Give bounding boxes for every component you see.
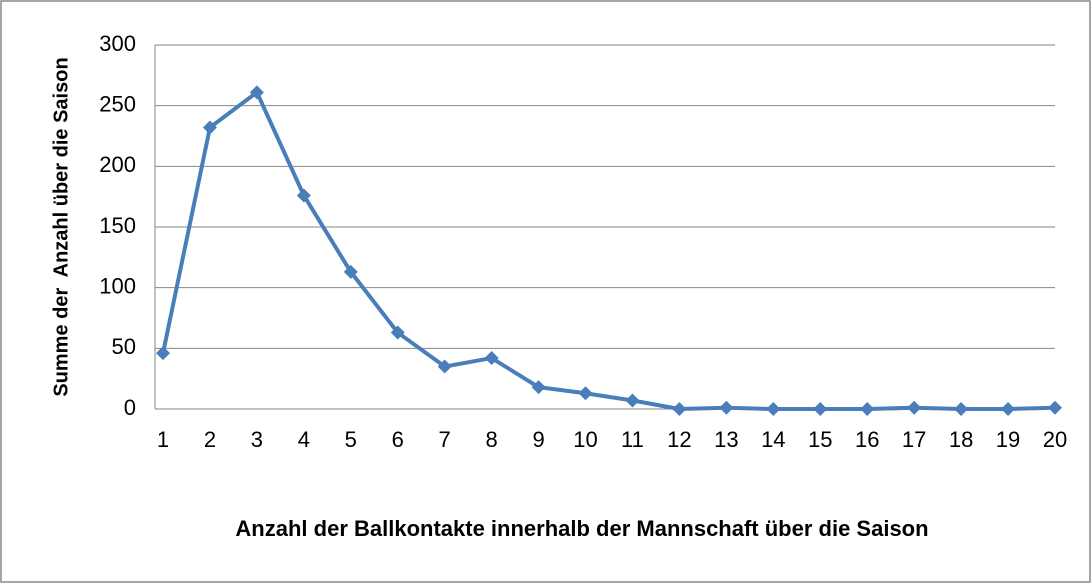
marker xyxy=(484,351,499,366)
marker xyxy=(578,386,593,401)
x-tick-label: 1 xyxy=(157,427,169,452)
marker xyxy=(672,402,687,416)
x-tick-label: 18 xyxy=(949,427,973,452)
y-tick-label: 100 xyxy=(99,273,136,298)
x-tick-label: 17 xyxy=(902,427,926,452)
marker xyxy=(1001,402,1016,416)
marker xyxy=(531,380,546,395)
x-tick-label: 8 xyxy=(486,427,498,452)
marker xyxy=(296,188,311,203)
x-tick-label: 4 xyxy=(298,427,310,452)
y-tick-label: 200 xyxy=(99,152,136,177)
x-tick-label: 16 xyxy=(855,427,879,452)
marker xyxy=(437,359,452,374)
x-tick-label: 5 xyxy=(345,427,357,452)
x-tick-label: 2 xyxy=(204,427,216,452)
marker xyxy=(156,346,170,361)
x-tick-label: 13 xyxy=(714,427,738,452)
marker xyxy=(390,325,405,340)
x-tick-label: 14 xyxy=(761,427,785,452)
x-tick-label: 9 xyxy=(532,427,544,452)
marker xyxy=(954,402,969,416)
x-tick-label: 7 xyxy=(439,427,451,452)
marker xyxy=(907,400,922,415)
marker xyxy=(625,393,640,408)
x-tick-label: 19 xyxy=(996,427,1020,452)
x-tick-label: 10 xyxy=(573,427,597,452)
x-tick-label: 12 xyxy=(667,427,691,452)
y-tick-label: 150 xyxy=(99,213,136,238)
x-tick-label: 3 xyxy=(251,427,263,452)
y-tick-label: 50 xyxy=(112,334,136,359)
x-axis-label: Anzahl der Ballkontakte innerhalb der Ma… xyxy=(235,516,929,541)
y-tick-label: 300 xyxy=(99,31,136,56)
x-tick-label: 20 xyxy=(1043,427,1067,452)
marker xyxy=(719,400,734,415)
marker xyxy=(202,120,217,135)
y-tick-label: 0 xyxy=(124,395,136,420)
marker xyxy=(813,402,828,416)
marker xyxy=(860,402,875,416)
line xyxy=(161,90,1056,411)
y-axis-label: Summe der Anzahl über die Saison xyxy=(50,57,72,396)
marker xyxy=(766,402,781,416)
x-tick-label: 6 xyxy=(392,427,404,452)
marker xyxy=(343,264,358,279)
marker xyxy=(249,85,264,100)
y-tick-label: 250 xyxy=(99,91,136,116)
marker xyxy=(1048,400,1062,415)
x-tick-label: 11 xyxy=(621,427,644,452)
x-tick-label: 15 xyxy=(808,427,832,452)
